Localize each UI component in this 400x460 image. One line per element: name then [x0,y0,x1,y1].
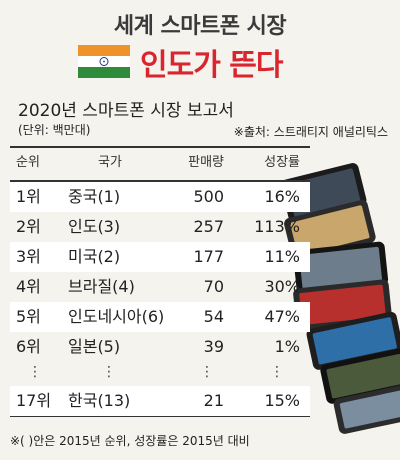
footnote: ※( )안은 2015년 순위, 성장률은 2015년 대비 [10,434,250,448]
header-sales: 판매량 [188,155,224,170]
rank-cell: 2위 [16,217,41,236]
country-cell: 한국(13) [68,391,131,410]
ellipsis-row: ⋮ ⋮ ⋮ ⋮ [10,362,310,386]
country-cell: 인도네시아(6) [68,307,165,326]
header-country: 국가 [98,155,122,170]
table-row: 6위 일본(5) 39 1% [10,332,310,362]
table-row: 5위 인도네시아(6) 54 47% [10,302,310,332]
growth-cell: 47% [264,307,300,326]
growth-cell: 16% [264,187,300,206]
header-rank: 순위 [16,155,40,170]
table-header: 순위 국가 판매량 성장률 [10,146,310,182]
country-cell: 브라질(4) [68,277,135,296]
sales-cell: 21 [203,391,224,410]
sales-cell: 39 [203,337,224,356]
country-cell: 미국(2) [68,247,121,266]
rank-cell: 1위 [16,187,41,206]
table-bottom-rule [10,416,310,417]
growth-cell: 15% [264,391,300,410]
ellipsis-mark: ⋮ [200,364,214,380]
table-row: 4위 브라질(4) 70 30% [10,272,310,302]
rank-cell: 17위 [16,391,52,410]
india-flag-icon [78,45,130,78]
smartphone-stack-illustration [280,163,400,434]
country-cell: 인도(3) [68,217,121,236]
sales-table: 순위 국가 판매량 성장률 1위 중국(1) 500 16% 2위 인도(3) … [10,146,310,417]
header-growth: 성장률 [264,155,300,170]
sales-cell: 70 [203,277,224,296]
country-cell: 일본(5) [68,337,121,356]
growth-cell: 30% [264,277,300,296]
table-row: 17위 한국(13) 21 15% [10,386,310,416]
rank-cell: 5위 [16,307,41,326]
rank-cell: 4위 [16,277,41,296]
headline: 인도가 뜬다 [140,48,283,83]
ellipsis-mark: ⋮ [270,364,284,380]
growth-cell: 1% [274,337,300,356]
header-title: 세계 스마트폰 시장 [113,14,287,39]
sales-cell: 257 [193,217,224,236]
report-subtitle: 2020년 스마트폰 시장 보고서 [18,101,234,121]
rank-cell: 6위 [16,337,41,356]
unit-label: (단위: 백만대) [18,123,91,137]
table-row: 1위 중국(1) 500 16% [10,182,310,212]
rank-cell: 3위 [16,247,41,266]
ellipsis-mark: ⋮ [102,364,116,380]
growth-cell: 113% [254,217,300,236]
sales-cell: 500 [193,187,224,206]
growth-cell: 11% [264,247,300,266]
table-row: 3위 미국(2) 177 11% [10,242,310,272]
sales-cell: 177 [193,247,224,266]
source-label: ※출처: 스트래티지 애널리틱스 [233,125,388,139]
country-cell: 중국(1) [68,187,121,206]
sales-cell: 54 [203,307,224,326]
table-row: 2위 인도(3) 257 113% [10,212,310,242]
ellipsis-mark: ⋮ [28,364,42,380]
